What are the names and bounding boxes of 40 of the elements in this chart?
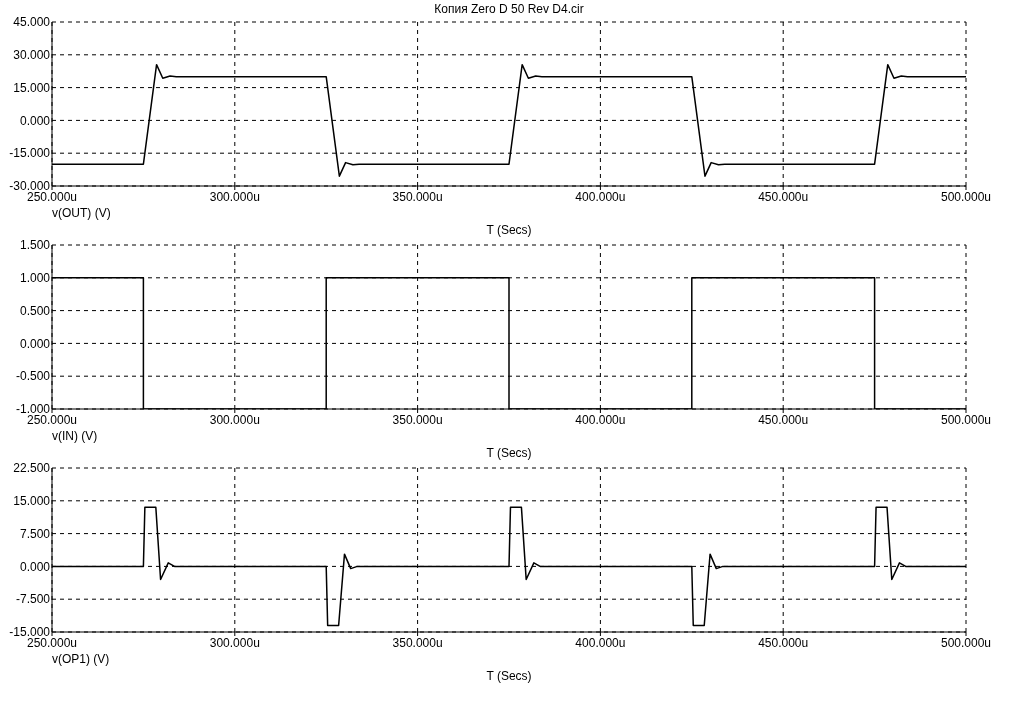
x-tick-label: 250.000u: [26, 635, 78, 650]
y-tick-label: 0.000: [19, 113, 51, 128]
y-tick-label: -15.000: [9, 146, 51, 161]
y-tick-label: 15.000: [13, 80, 51, 95]
y-tick-label: 1.500: [19, 238, 51, 253]
x-axis-title: T (Secs): [485, 668, 533, 685]
x-tick-label: 250.000u: [26, 189, 78, 204]
x-tick-label: 350.000u: [392, 189, 443, 204]
x-tick-label: 500.000u: [940, 635, 992, 650]
x-tick-label: 450.000u: [758, 189, 809, 204]
y-tick-label: 0.000: [19, 559, 51, 574]
x-tick-label: 350.000u: [392, 635, 443, 650]
y-tick-label: 0.000: [19, 336, 51, 351]
x-axis-title: T (Secs): [485, 222, 533, 239]
y-tick-label: 1.000: [19, 271, 51, 286]
x-tick-label: 400.000u: [575, 412, 626, 427]
x-tick-label: 350.000u: [392, 412, 443, 427]
x-tick-label: 250.000u: [26, 412, 78, 427]
x-tick-label: 400.000u: [575, 635, 626, 650]
x-tick-label: 450.000u: [758, 412, 809, 427]
y-tick-label: 22.500: [13, 461, 51, 476]
y-tick-label: -0.500: [15, 369, 51, 384]
y-tick-label: 30.000: [13, 48, 51, 63]
y-tick-label: 0.500: [19, 303, 51, 318]
x-tick-label: 500.000u: [940, 412, 992, 427]
text: v(IN) (V): [52, 429, 98, 444]
x-axis-title: T (Secs): [485, 445, 533, 462]
chart-title: Копия Zero D 50 Rev D4.cir: [433, 2, 585, 16]
y-tick-label: 15.000: [13, 494, 51, 509]
y-tick-label: 7.500: [19, 526, 51, 541]
x-tick-label: 300.000u: [209, 189, 260, 204]
text: v(OUT) (V): [52, 206, 111, 221]
x-tick-label: 500.000u: [940, 189, 992, 204]
text: v(OP1) (V): [52, 652, 110, 667]
x-tick-label: 450.000u: [758, 635, 809, 650]
x-tick-label: 300.000u: [209, 635, 260, 650]
y-tick-label: 45.000: [13, 15, 51, 30]
x-tick-label: 300.000u: [209, 412, 260, 427]
x-tick-label: 400.000u: [575, 189, 626, 204]
y-tick-label: -7.500: [15, 592, 51, 607]
